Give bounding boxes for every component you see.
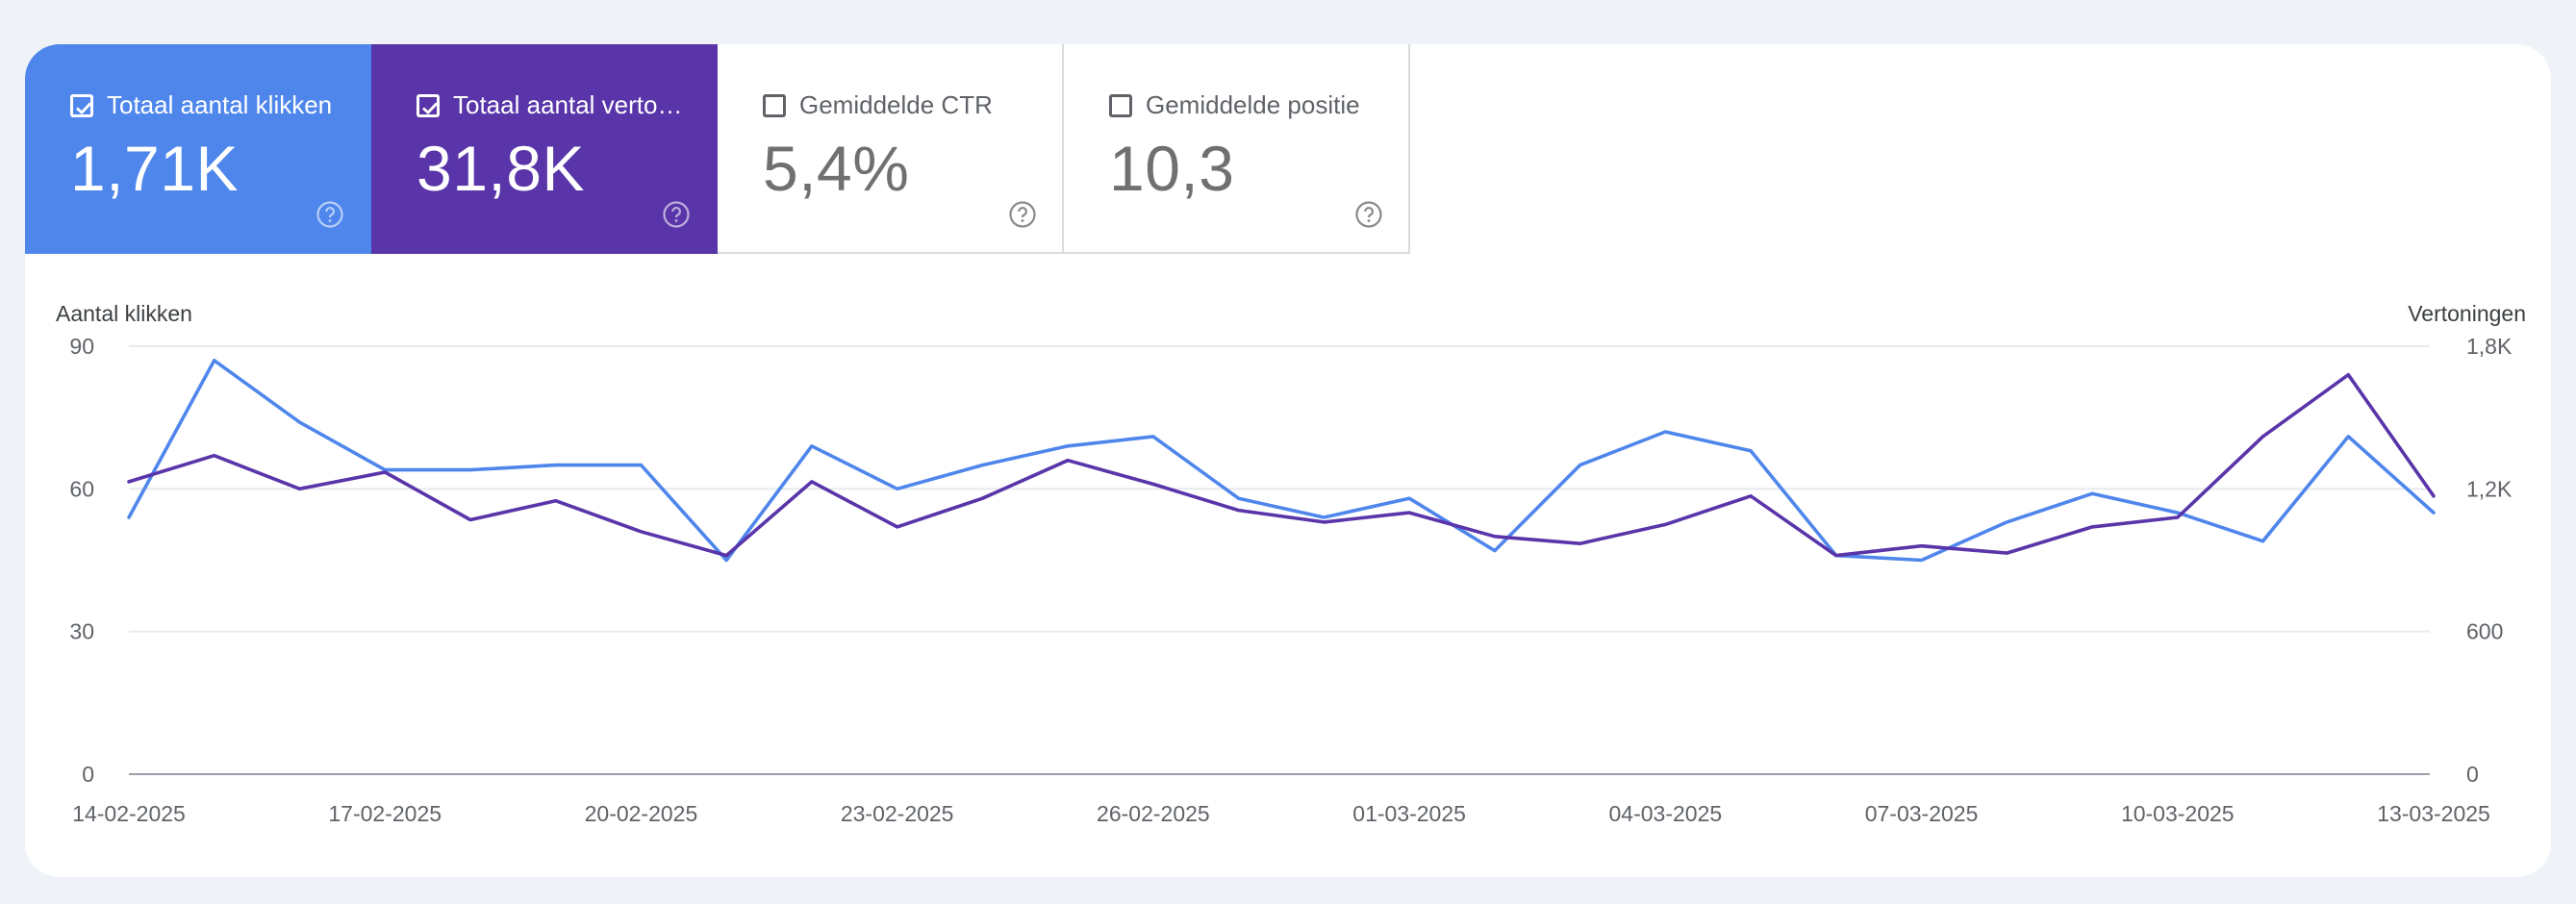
x-tick-label: 17-02-2025 (328, 801, 442, 826)
checkbox-checked-icon[interactable] (417, 93, 440, 117)
metric-average-position[interactable]: Gemiddelde positie 10,3 (1064, 44, 1410, 254)
y-left-tick-label: 60 (69, 476, 94, 501)
y-right-tick-label: 600 (2466, 619, 2503, 644)
metric-value: 31,8K (417, 133, 585, 204)
metric-average-ctr[interactable]: Gemiddelde CTR 5,4% (718, 44, 1064, 254)
y-left-tick-label: 0 (82, 762, 94, 787)
x-tick-label: 04-03-2025 (1609, 801, 1723, 826)
help-circle-icon[interactable] (1354, 200, 1383, 229)
help-circle-icon[interactable] (662, 200, 691, 229)
metric-header: Gemiddelde CTR (763, 90, 1042, 120)
x-tick-label: 14-02-2025 (72, 801, 186, 826)
x-tick-label: 13-03-2025 (2377, 801, 2490, 826)
y-right-tick-label: 1,2K (2466, 476, 2513, 501)
metric-value: 10,3 (1109, 133, 1235, 204)
metric-total-clicks[interactable]: Totaal aantal klikken 1,71K (25, 44, 371, 254)
checkbox-unchecked-icon[interactable] (1109, 93, 1132, 117)
x-tick-label: 10-03-2025 (2121, 801, 2235, 826)
series-line-impressions (127, 372, 2436, 558)
series-line-clicks (127, 358, 2436, 563)
x-tick-label: 23-02-2025 (841, 801, 954, 826)
y-right-tick-label: 0 (2466, 762, 2479, 787)
y-right-tick-label: 1,8K (2466, 334, 2513, 359)
y-axis-left-title: Aantal klikken (56, 301, 192, 326)
help-circle-icon[interactable] (316, 200, 344, 229)
y-axis-right-title: Vertoningen (2408, 301, 2526, 326)
help-circle-icon[interactable] (1008, 200, 1037, 229)
y-left-tick-label: 30 (69, 619, 94, 644)
metric-value: 1,71K (70, 133, 239, 204)
metric-value: 5,4% (763, 133, 910, 204)
x-tick-label: 26-02-2025 (1097, 801, 1210, 826)
metric-selector: Totaal aantal klikken 1,71K Totaal aanta… (25, 44, 1410, 254)
x-tick-label: 07-03-2025 (1865, 801, 1979, 826)
x-tick-label: 01-03-2025 (1352, 801, 1466, 826)
metric-header: Totaal aantal klikken (70, 90, 349, 120)
y-left-tick-label: 90 (69, 334, 94, 359)
checkbox-checked-icon[interactable] (70, 93, 93, 117)
performance-chart[interactable]: Aantal klikken Vertoningen 0 0 30 600 60 1,2K 90… (25, 44, 2551, 877)
metric-header: Gemiddelde positie (1109, 90, 1388, 120)
metric-header: Totaal aantal vertoningen (417, 90, 695, 120)
checkbox-unchecked-icon[interactable] (763, 93, 786, 117)
metric-total-impressions[interactable]: Totaal aantal vertoningen 31,8K (371, 44, 718, 254)
x-tick-label: 20-02-2025 (585, 801, 698, 826)
performance-card: Totaal aantal klikken 1,71K Totaal aanta… (25, 44, 2551, 877)
